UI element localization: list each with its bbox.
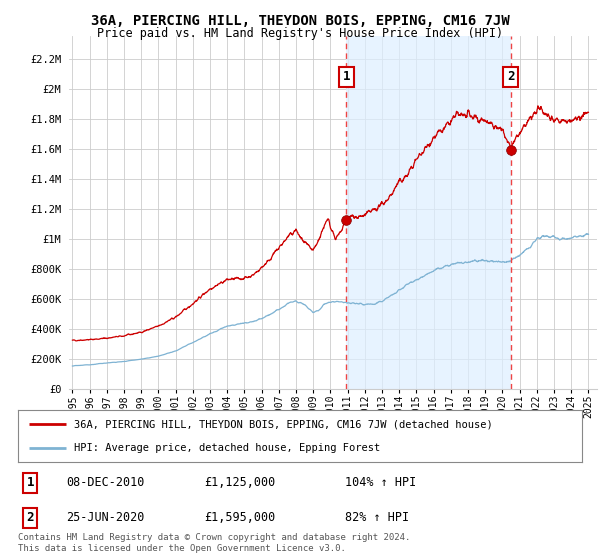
Text: 1: 1 (26, 477, 34, 489)
Text: 82% ↑ HPI: 82% ↑ HPI (345, 511, 409, 524)
Text: 104% ↑ HPI: 104% ↑ HPI (345, 477, 416, 489)
Text: 36A, PIERCING HILL, THEYDON BOIS, EPPING, CM16 7JW (detached house): 36A, PIERCING HILL, THEYDON BOIS, EPPING… (74, 419, 493, 430)
Text: Price paid vs. HM Land Registry's House Price Index (HPI): Price paid vs. HM Land Registry's House … (97, 27, 503, 40)
Text: 08-DEC-2010: 08-DEC-2010 (66, 477, 145, 489)
Text: £1,125,000: £1,125,000 (204, 477, 275, 489)
Text: 2: 2 (507, 71, 514, 83)
Text: 36A, PIERCING HILL, THEYDON BOIS, EPPING, CM16 7JW: 36A, PIERCING HILL, THEYDON BOIS, EPPING… (91, 14, 509, 28)
Text: 1: 1 (343, 71, 350, 83)
Text: £1,595,000: £1,595,000 (204, 511, 275, 524)
Text: HPI: Average price, detached house, Epping Forest: HPI: Average price, detached house, Eppi… (74, 443, 380, 453)
Bar (346, 36, 511, 389)
Text: 25-JUN-2020: 25-JUN-2020 (66, 511, 145, 524)
Text: Contains HM Land Registry data © Crown copyright and database right 2024.
This d: Contains HM Land Registry data © Crown c… (18, 533, 410, 553)
Text: 2: 2 (26, 511, 34, 524)
